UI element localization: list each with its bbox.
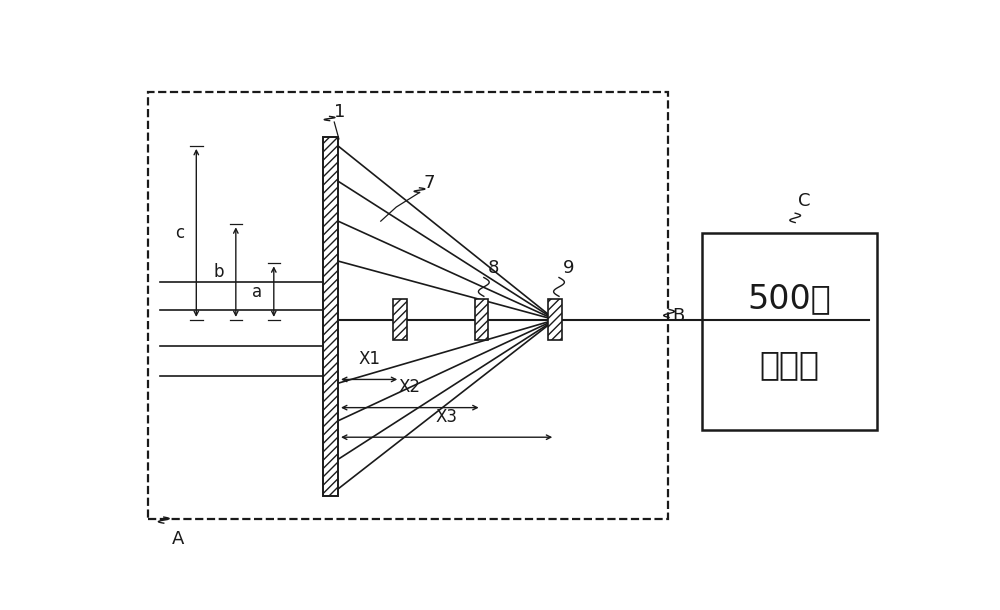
Text: X1: X1: [358, 350, 380, 368]
Text: b: b: [214, 263, 224, 281]
Bar: [702, 233, 877, 430]
Text: c: c: [175, 224, 184, 242]
Text: 8: 8: [488, 259, 499, 276]
Text: C: C: [798, 192, 811, 210]
Text: 束丝机: 束丝机: [760, 348, 820, 381]
Text: A: A: [172, 529, 184, 548]
Text: 9: 9: [563, 259, 574, 276]
Bar: [148, 92, 668, 520]
Bar: [475, 299, 488, 340]
Text: 1: 1: [334, 103, 346, 121]
Text: 7: 7: [423, 174, 435, 192]
Text: X2: X2: [399, 378, 421, 396]
Text: a: a: [252, 282, 262, 301]
Text: B: B: [672, 307, 684, 325]
Bar: [393, 299, 407, 340]
Bar: [323, 137, 338, 496]
Text: X3: X3: [436, 408, 458, 426]
Text: 500型: 500型: [748, 282, 831, 315]
Bar: [548, 299, 562, 340]
